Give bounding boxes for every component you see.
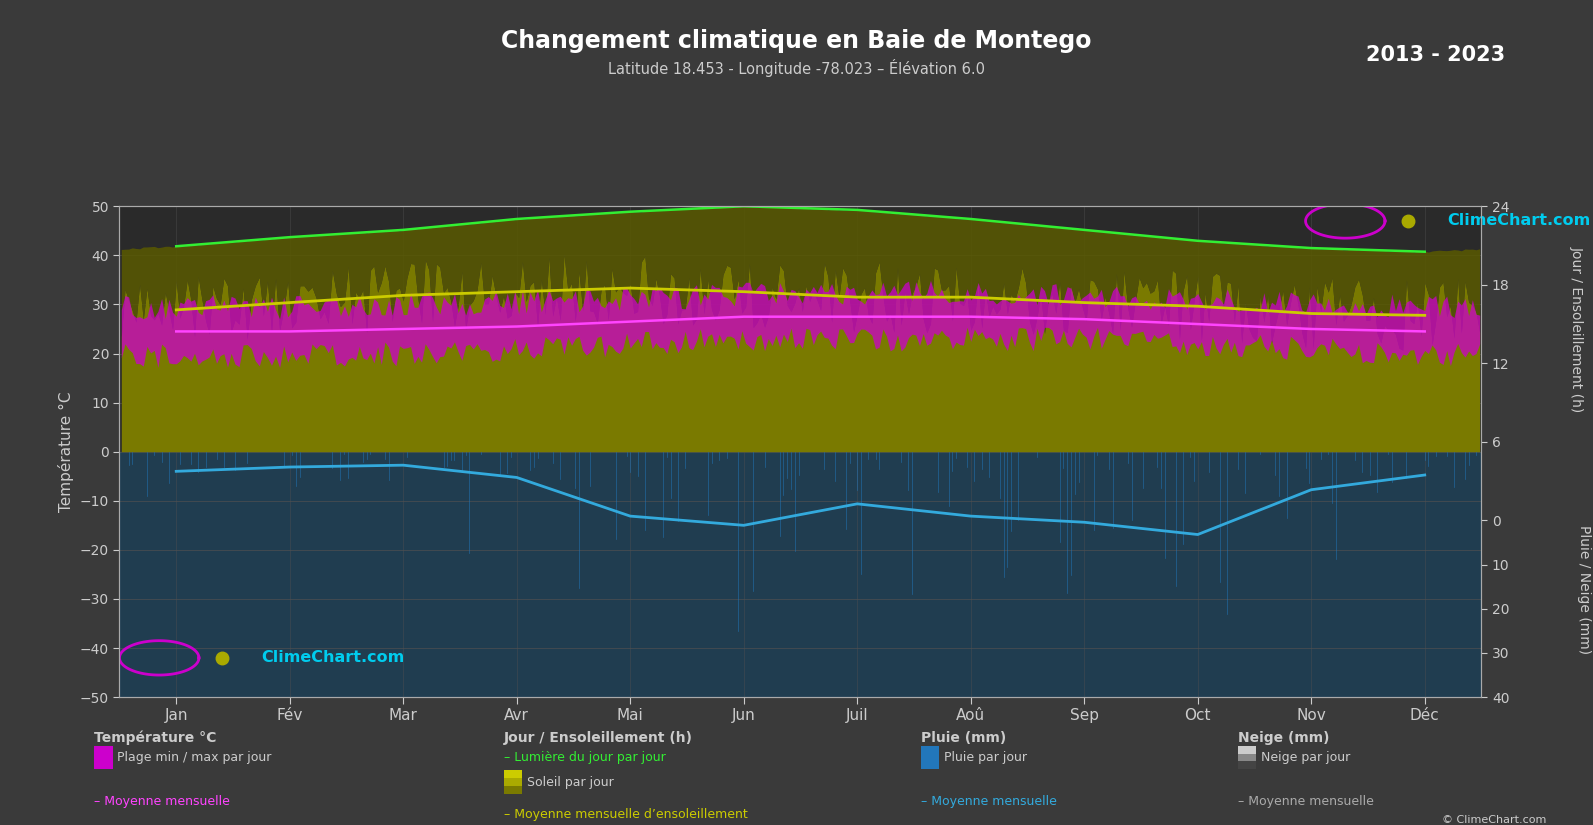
Text: © ClimeChart.com: © ClimeChart.com — [1442, 814, 1547, 825]
Text: – Moyenne mensuelle: – Moyenne mensuelle — [94, 795, 229, 808]
Text: – Moyenne mensuelle: – Moyenne mensuelle — [1238, 795, 1373, 808]
Text: Neige (mm): Neige (mm) — [1238, 731, 1329, 745]
Text: – Lumière du jour par jour: – Lumière du jour par jour — [503, 751, 666, 764]
Bar — [1238, 746, 1257, 753]
Text: – Moyenne mensuelle: – Moyenne mensuelle — [921, 795, 1056, 808]
Bar — [119, 452, 1481, 697]
Text: – Moyenne mensuelle d’ensoleillement: – Moyenne mensuelle d’ensoleillement — [503, 808, 747, 821]
Text: Neige par jour: Neige par jour — [1260, 751, 1349, 764]
Text: Latitude 18.453 - Longitude -78.023 – Élévation 6.0: Latitude 18.453 - Longitude -78.023 – Él… — [609, 59, 984, 78]
Bar — [503, 786, 523, 794]
Bar — [1238, 761, 1257, 769]
Text: Jour / Ensoleillement (h): Jour / Ensoleillement (h) — [1569, 246, 1583, 412]
Bar — [921, 746, 940, 769]
Bar — [94, 746, 113, 769]
Text: Pluie (mm): Pluie (mm) — [921, 731, 1007, 745]
Bar — [503, 771, 523, 778]
Text: Pluie par jour: Pluie par jour — [945, 751, 1027, 764]
Text: ClimeChart.com: ClimeChart.com — [261, 650, 405, 665]
Bar — [503, 778, 523, 786]
Text: ClimeChart.com: ClimeChart.com — [1448, 214, 1591, 229]
Text: 2013 - 2023: 2013 - 2023 — [1367, 45, 1505, 65]
Text: Pluie / Neige (mm): Pluie / Neige (mm) — [1577, 525, 1591, 653]
Text: Changement climatique en Baie de Montego: Changement climatique en Baie de Montego — [502, 29, 1091, 53]
Text: Plage min / max par jour: Plage min / max par jour — [118, 751, 272, 764]
Text: Jour / Ensoleillement (h): Jour / Ensoleillement (h) — [503, 731, 693, 745]
Y-axis label: Température °C: Température °C — [59, 391, 75, 512]
Text: Température °C: Température °C — [94, 731, 217, 745]
Text: Soleil par jour: Soleil par jour — [527, 776, 613, 789]
Bar — [1238, 753, 1257, 761]
